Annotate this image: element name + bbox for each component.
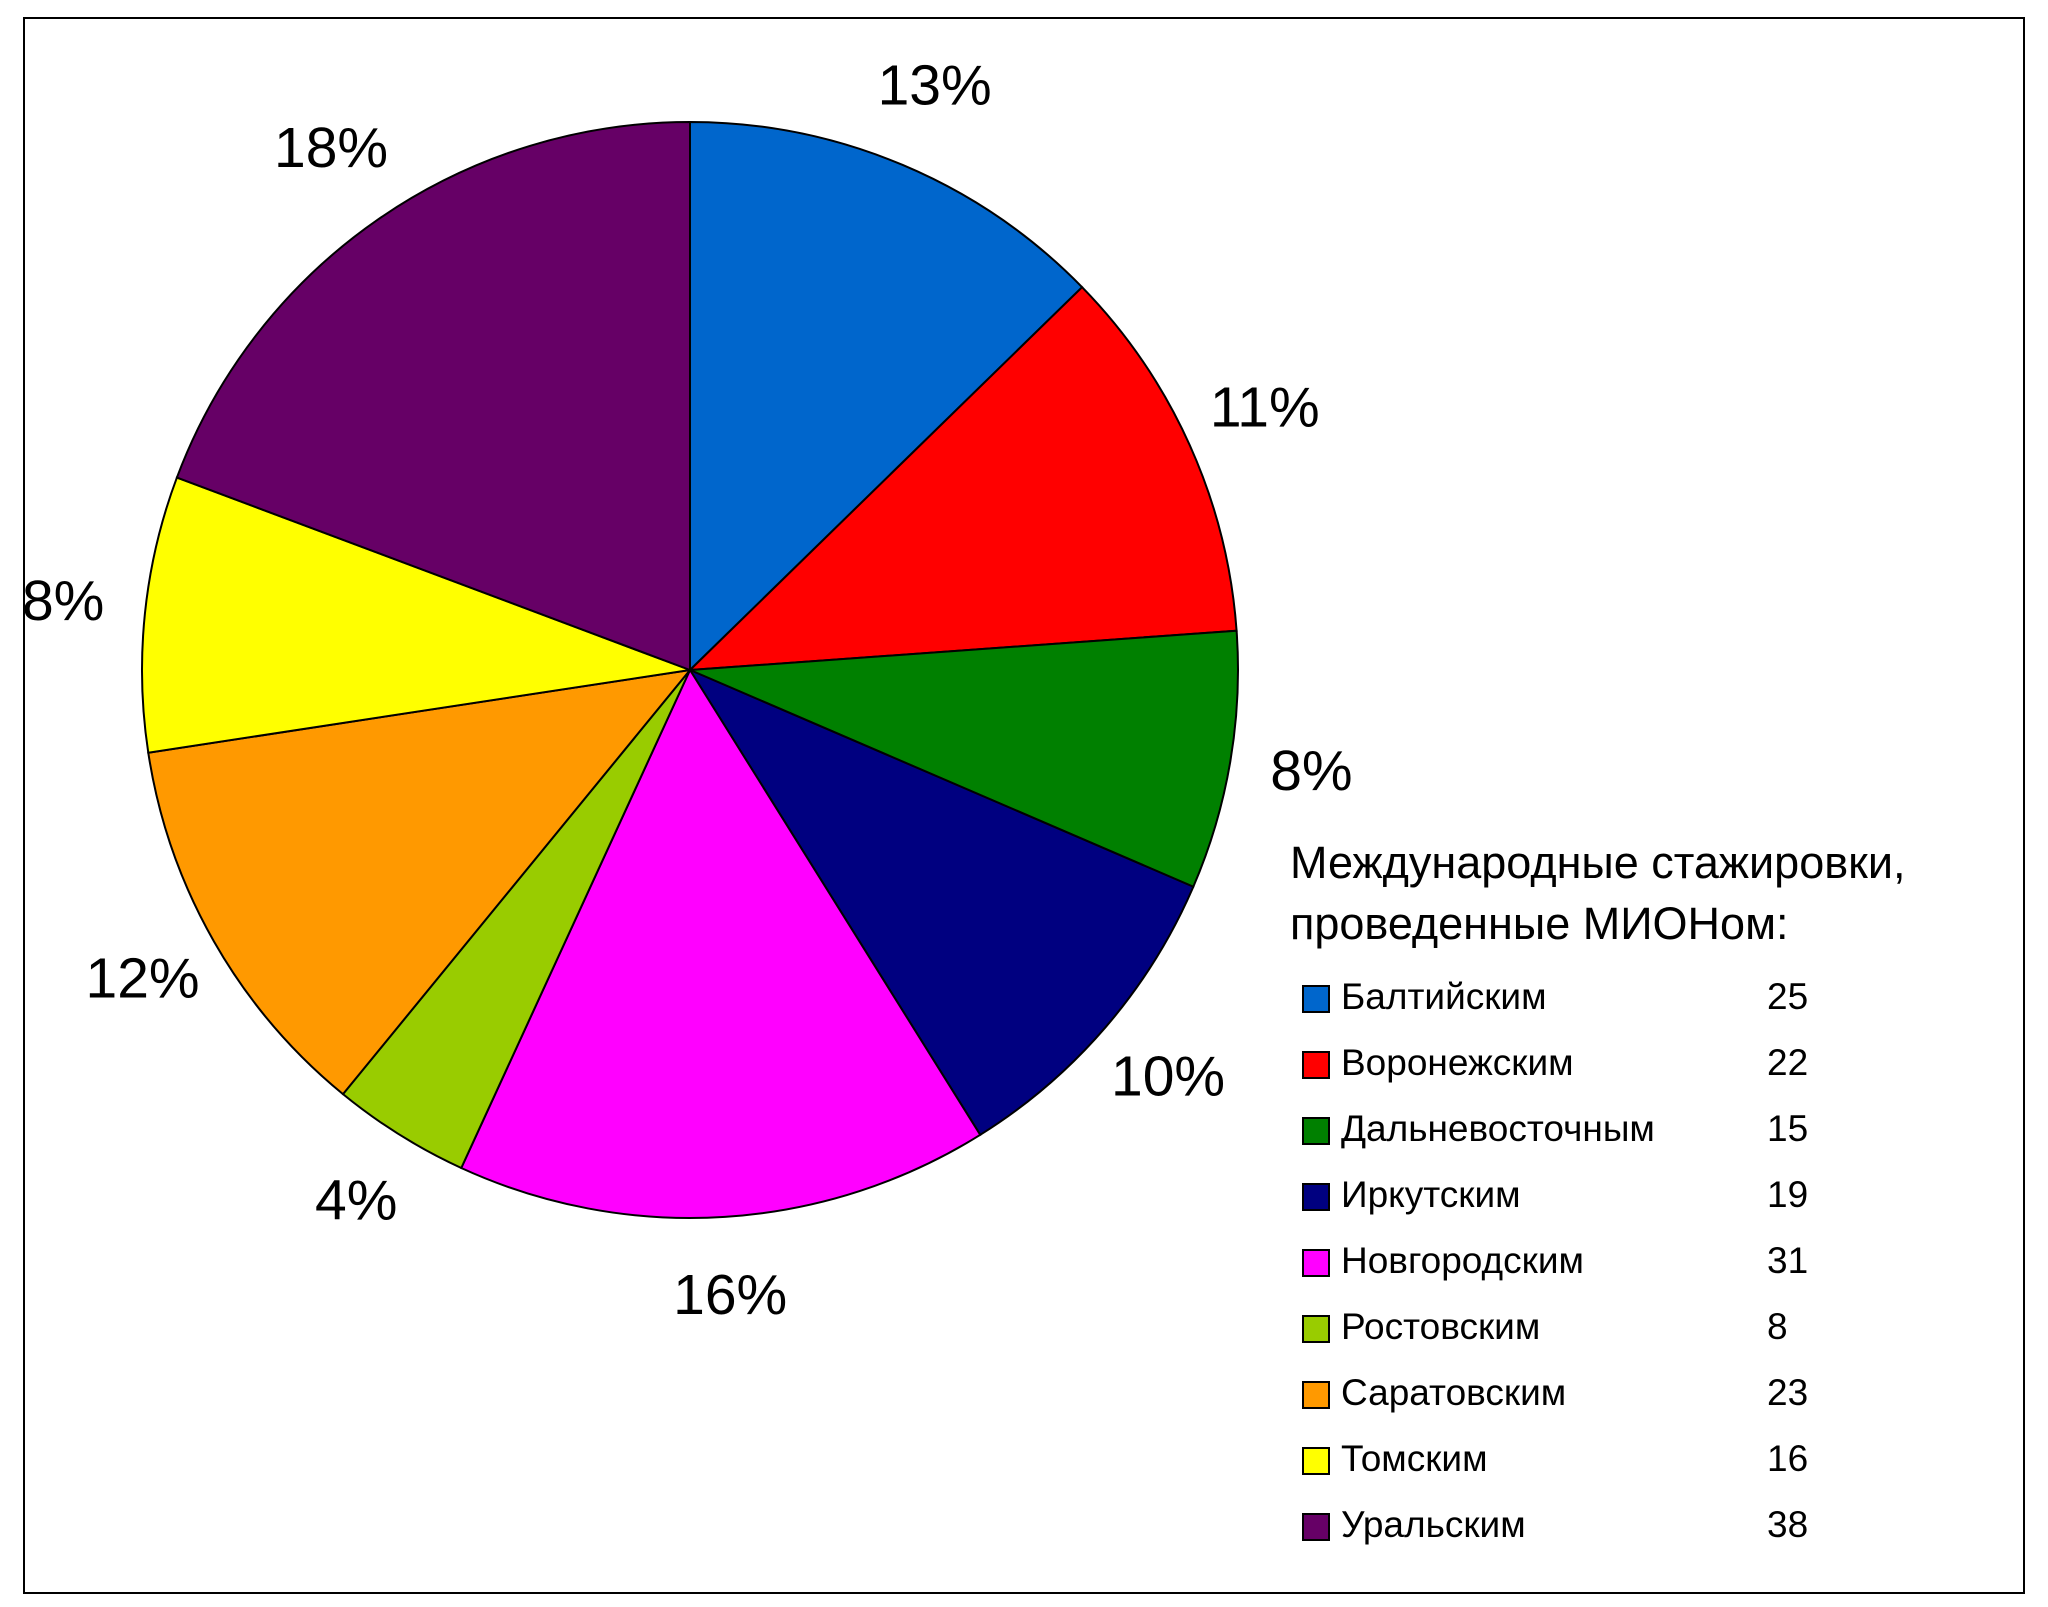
legend-title: проведенные МИОНом: [1290,898,1789,949]
legend-value: 8 [1767,1306,1788,1347]
pie-slice [689,120,1084,673]
slice-label: 16% [673,1263,787,1327]
legend-label: Томским [1341,1438,1488,1479]
legend-label: Саратовским [1341,1372,1566,1413]
pie-slice [175,120,691,672]
legend-label: Иркутским [1341,1174,1521,1215]
legend-value: 22 [1767,1042,1808,1083]
legend-label: Балтийским [1341,976,1547,1017]
legend-title: Международные стажировки, [1290,837,1905,888]
legend-label: Ростовским [1341,1306,1540,1347]
slice-label: 18% [274,116,388,180]
legend-value: 16 [1767,1438,1808,1479]
legend-swatch [1302,985,1330,1013]
legend-value: 15 [1767,1108,1808,1149]
legend-swatch [1302,1447,1330,1475]
legend-label: Дальневосточным [1341,1108,1655,1149]
pie-slice [687,667,1195,1137]
legend-label: Уральским [1341,1504,1526,1545]
legend-swatch [1302,1513,1330,1541]
slice-label: 13% [878,53,992,117]
pie-slice [459,667,982,1219]
legend-value: 38 [1767,1504,1808,1545]
pie-slice [689,629,1239,889]
legend-value: 23 [1767,1372,1808,1413]
legend-label: Новгородским [1341,1240,1584,1281]
slice-label: 8% [1270,739,1352,803]
slice-label: 12% [86,946,200,1010]
legend-swatch [1302,1183,1330,1211]
slice-label: 11% [1210,376,1320,440]
legend-label: Воронежским [1341,1042,1574,1083]
legend-value: 31 [1767,1240,1808,1281]
slice-label: 10% [1111,1045,1225,1109]
legend-swatch [1302,1117,1330,1145]
pie-slice [687,285,1238,672]
legend-swatch [1302,1249,1330,1277]
slice-label: 4% [315,1169,397,1233]
slice-label: 8% [22,569,104,633]
legend-swatch [1302,1381,1330,1409]
legend-value: 25 [1767,976,1808,1017]
legend-value: 19 [1767,1174,1808,1215]
pie-slice [141,476,694,754]
legend-swatch [1302,1051,1330,1079]
legend-swatch [1302,1315,1330,1343]
pie-slice [147,668,693,1096]
